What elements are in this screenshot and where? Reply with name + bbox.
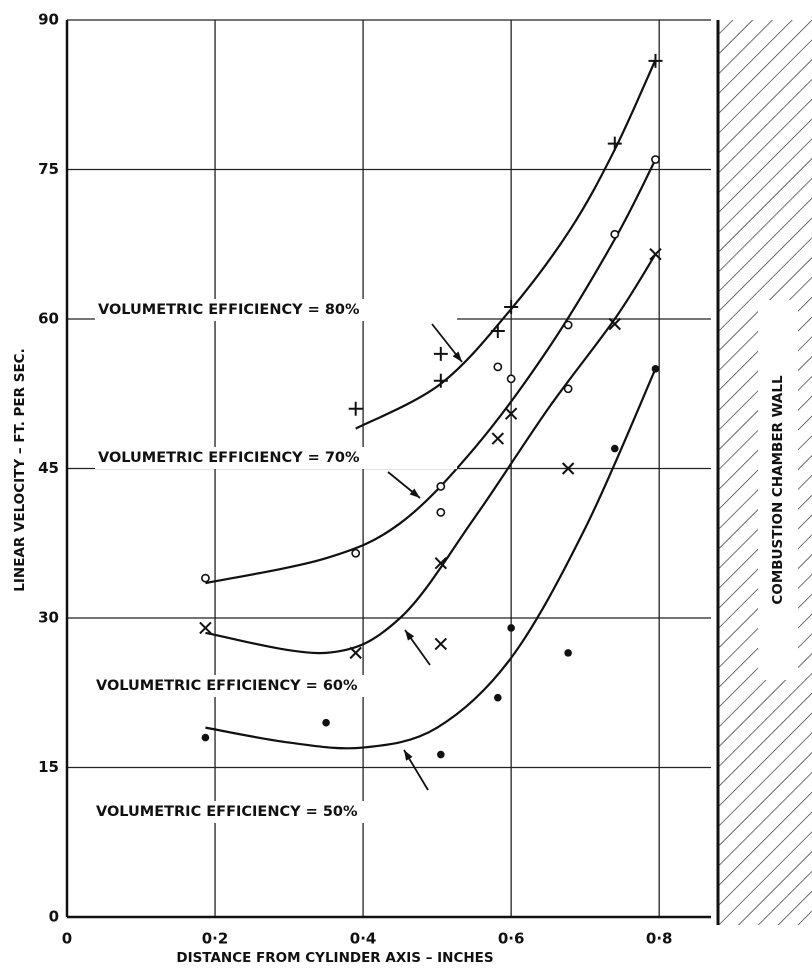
fit-curve [355, 59, 657, 430]
x-tick-label: 0·6 [498, 930, 525, 948]
point [610, 229, 620, 239]
x-tick-label: 0·2 [202, 930, 229, 948]
point [651, 155, 660, 164]
point [648, 53, 663, 68]
point [433, 373, 448, 388]
point [201, 573, 210, 583]
y-tick-label: 75 [38, 160, 59, 178]
legend-label: VOLUMETRIC EFFICIENCY = 70% [98, 450, 360, 466]
point [504, 407, 518, 420]
fit-curve [205, 159, 657, 585]
arrow-head [409, 488, 420, 498]
arrow-head [452, 351, 462, 362]
y-tick-label: 0 [49, 908, 59, 926]
point [348, 401, 363, 416]
point [563, 320, 573, 330]
label-bg [95, 299, 457, 321]
fit-curve [205, 253, 657, 655]
wall-label: COMBUSTION CHAMBER WALL [770, 375, 786, 605]
point [434, 556, 448, 570]
y-tick-label: 60 [38, 310, 59, 328]
y-tick-label: 30 [38, 609, 59, 627]
point [434, 637, 448, 651]
point [651, 365, 660, 373]
legend-label: VOLUMETRIC EFFICIENCY = 50% [96, 804, 358, 820]
point [607, 136, 622, 151]
point [563, 384, 573, 394]
x-tick-label: 0·4 [350, 930, 377, 948]
arrow-head [404, 750, 413, 761]
point [322, 718, 330, 727]
point [436, 482, 446, 491]
point [506, 374, 516, 384]
point [507, 624, 515, 632]
point [433, 346, 448, 361]
point [437, 750, 445, 759]
y-tick-label: 90 [38, 11, 59, 29]
fit-curve [205, 368, 657, 750]
label-bg [95, 447, 457, 469]
legend-label: VOLUMETRIC EFFICIENCY = 80% [98, 302, 360, 318]
y-tick-label: 15 [38, 758, 59, 776]
label-bg [93, 675, 455, 697]
point [494, 693, 502, 702]
x-tick-label: 0·8 [646, 930, 673, 948]
wall-label-bg [758, 300, 798, 680]
point [351, 548, 361, 558]
point [504, 300, 519, 315]
legend-label: VOLUMETRIC EFFICIENCY = 60% [96, 678, 358, 694]
x-axis-label: DISTANCE FROM CYLINDER AXIS – INCHES [176, 950, 493, 966]
x-tick-label: 0 [62, 930, 72, 948]
point [564, 649, 572, 657]
point [201, 733, 210, 742]
point [610, 444, 619, 453]
arrow-head [405, 630, 415, 641]
y-tick-label: 45 [38, 459, 59, 477]
label-bg [93, 801, 455, 823]
point [436, 507, 446, 517]
point [491, 432, 505, 445]
point [199, 621, 212, 635]
point [561, 462, 575, 475]
point [493, 362, 503, 372]
y-axis-label: LINEAR VELOCITY – FT. PER SEC. [12, 348, 28, 591]
point [649, 248, 662, 261]
point [608, 317, 621, 331]
point [349, 646, 362, 660]
point [490, 323, 505, 338]
